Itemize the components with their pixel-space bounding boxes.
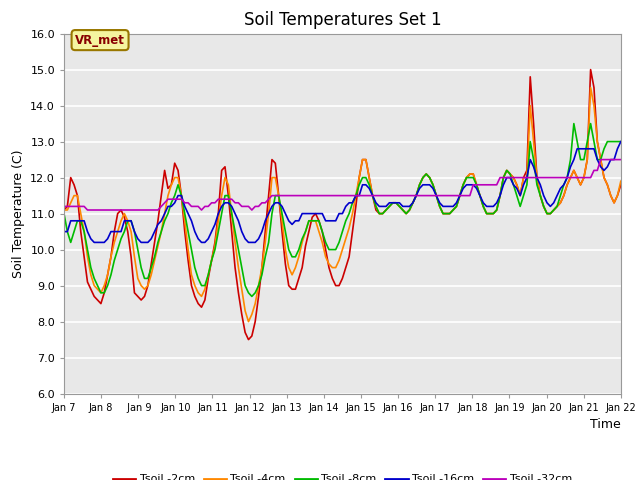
Y-axis label: Soil Temperature (C): Soil Temperature (C) bbox=[12, 149, 25, 278]
Tsoil -4cm bbox=[261, 240, 269, 245]
Tsoil -8cm bbox=[261, 254, 269, 260]
Tsoil -32cm bbox=[617, 156, 625, 162]
Text: VR_met: VR_met bbox=[75, 34, 125, 47]
Tsoil -4cm bbox=[134, 276, 141, 281]
Tsoil -16cm bbox=[138, 240, 145, 245]
Tsoil -2cm bbox=[349, 229, 356, 235]
Line: Tsoil -32cm: Tsoil -32cm bbox=[64, 159, 621, 210]
Tsoil -8cm bbox=[429, 182, 437, 188]
Tsoil -32cm bbox=[342, 193, 349, 199]
Tsoil -8cm bbox=[617, 139, 625, 144]
Tsoil -8cm bbox=[134, 247, 141, 252]
Tsoil -32cm bbox=[141, 207, 148, 213]
Line: Tsoil -2cm: Tsoil -2cm bbox=[64, 70, 621, 340]
Legend: Tsoil -2cm, Tsoil -4cm, Tsoil -8cm, Tsoil -16cm, Tsoil -32cm: Tsoil -2cm, Tsoil -4cm, Tsoil -8cm, Tsoi… bbox=[108, 470, 577, 480]
Tsoil -32cm bbox=[84, 207, 92, 213]
Tsoil -16cm bbox=[349, 200, 356, 205]
Tsoil -16cm bbox=[90, 240, 98, 245]
Tsoil -32cm bbox=[429, 193, 437, 199]
Tsoil -16cm bbox=[617, 139, 625, 144]
Tsoil -8cm bbox=[138, 265, 145, 271]
Tsoil -4cm bbox=[138, 283, 145, 288]
X-axis label: Time: Time bbox=[590, 418, 621, 431]
Tsoil -16cm bbox=[342, 204, 349, 209]
Tsoil -4cm bbox=[617, 178, 625, 184]
Tsoil -32cm bbox=[60, 204, 68, 209]
Tsoil -16cm bbox=[261, 218, 269, 224]
Line: Tsoil -8cm: Tsoil -8cm bbox=[64, 124, 621, 297]
Tsoil -2cm bbox=[244, 337, 252, 343]
Tsoil -2cm bbox=[261, 229, 269, 235]
Tsoil -8cm bbox=[60, 211, 68, 216]
Tsoil -4cm bbox=[244, 319, 252, 324]
Tsoil -2cm bbox=[617, 182, 625, 188]
Tsoil -2cm bbox=[60, 207, 68, 213]
Line: Tsoil -16cm: Tsoil -16cm bbox=[64, 142, 621, 242]
Tsoil -32cm bbox=[138, 207, 145, 213]
Tsoil -2cm bbox=[134, 294, 141, 300]
Tsoil -4cm bbox=[342, 236, 349, 242]
Title: Soil Temperatures Set 1: Soil Temperatures Set 1 bbox=[244, 11, 441, 29]
Tsoil -2cm bbox=[587, 67, 595, 72]
Tsoil -4cm bbox=[429, 182, 437, 188]
Tsoil -16cm bbox=[60, 229, 68, 235]
Tsoil -32cm bbox=[349, 193, 356, 199]
Tsoil -8cm bbox=[349, 200, 356, 205]
Tsoil -2cm bbox=[138, 297, 145, 303]
Tsoil -2cm bbox=[342, 265, 349, 271]
Tsoil -8cm bbox=[570, 121, 578, 127]
Tsoil -16cm bbox=[141, 240, 148, 245]
Tsoil -16cm bbox=[429, 186, 437, 192]
Tsoil -32cm bbox=[597, 156, 605, 162]
Line: Tsoil -4cm: Tsoil -4cm bbox=[64, 88, 621, 322]
Tsoil -8cm bbox=[248, 294, 255, 300]
Tsoil -32cm bbox=[261, 200, 269, 205]
Tsoil -4cm bbox=[60, 207, 68, 213]
Tsoil -2cm bbox=[429, 182, 437, 188]
Tsoil -4cm bbox=[587, 85, 595, 91]
Tsoil -8cm bbox=[342, 218, 349, 224]
Tsoil -4cm bbox=[349, 211, 356, 216]
